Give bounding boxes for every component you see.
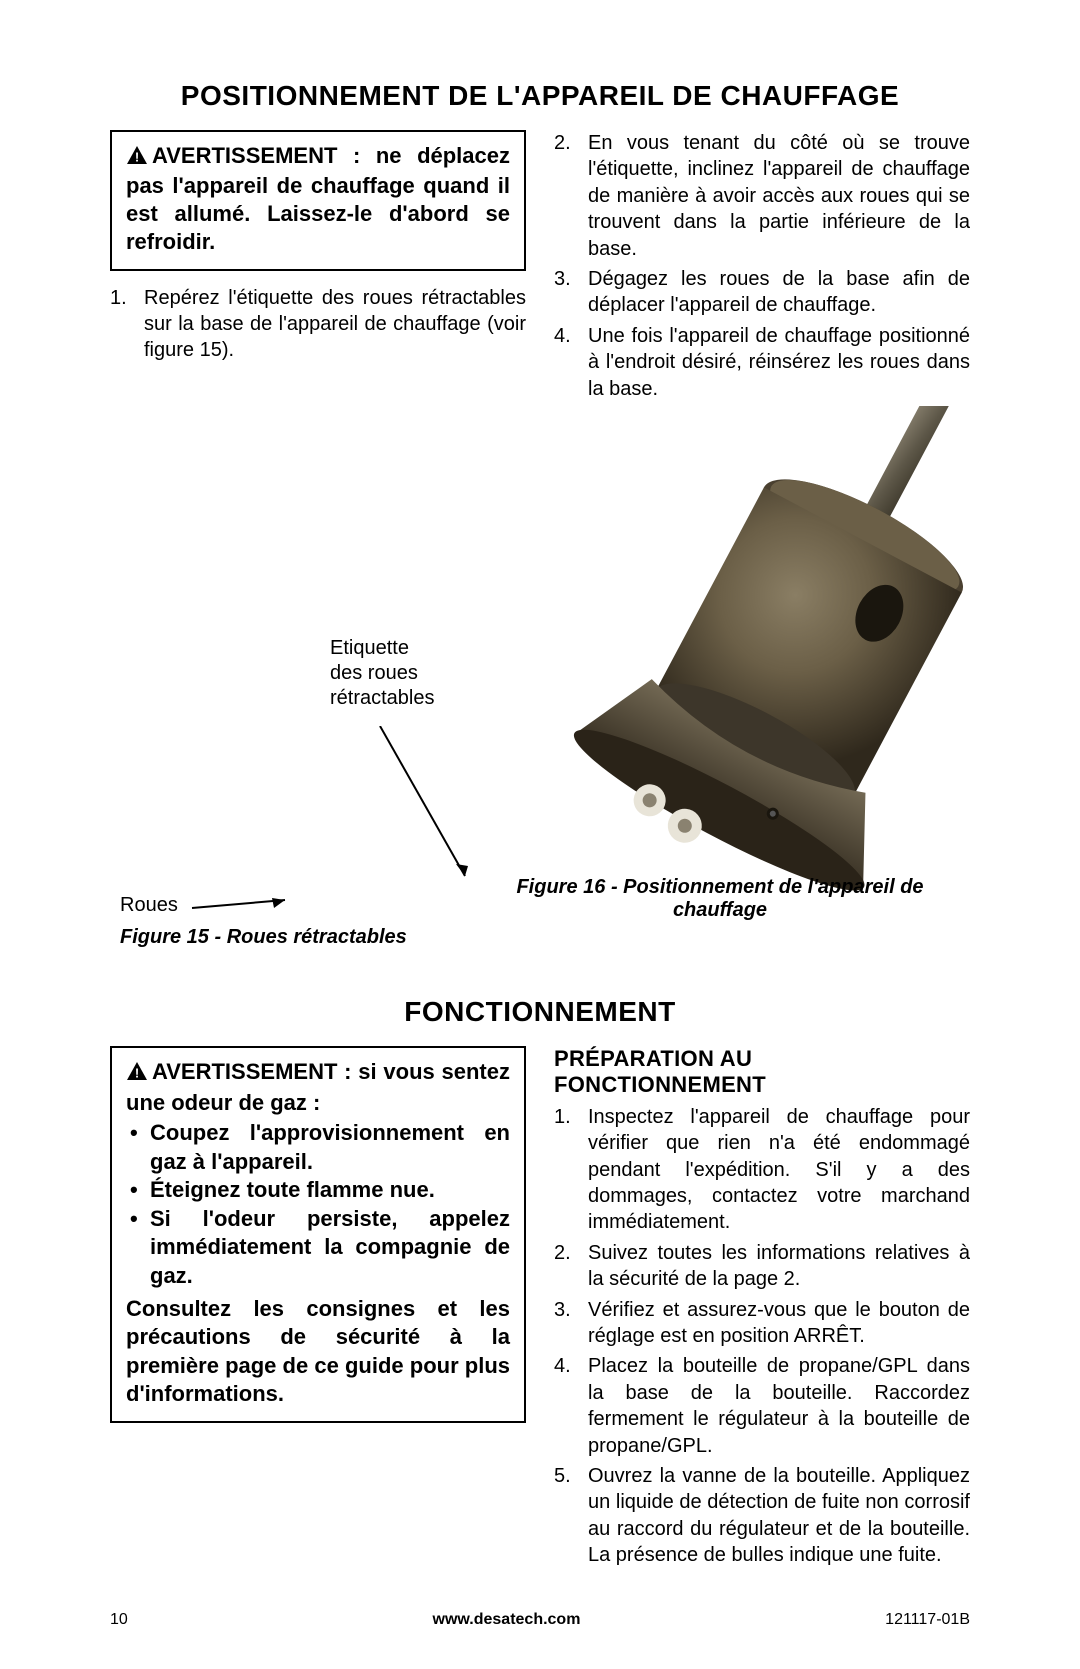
- warning-box-1: ! AVERTISSEMENT : ne déplacez pas l'appa…: [110, 130, 526, 271]
- arrow-roues: [190, 896, 310, 926]
- prep-3: 3.Vérifiez et assurez-vous que le bouton…: [554, 1297, 970, 1350]
- section1-right-col: 2.En vous tenant du côté où se trouve l'…: [554, 130, 970, 406]
- warning-icon: !: [126, 1060, 148, 1089]
- svg-text:!: !: [135, 1065, 139, 1080]
- doc-number: 121117-01B: [885, 1611, 970, 1629]
- label-roues: Roues: [120, 894, 178, 917]
- step-4: 4.Une fois l'appareil de chauffage posit…: [554, 323, 970, 402]
- section1-steps-right: 2.En vous tenant du côté où se trouve l'…: [554, 130, 970, 402]
- step-1: 1.Repérez l'étiquette des roues rétracta…: [110, 285, 526, 364]
- section1-title: POSITIONNEMENT DE L'APPAREIL DE CHAUFFAG…: [110, 80, 970, 112]
- warn-bullet-1: •Coupez l'approvisionnement en gaz à l'a…: [126, 1119, 510, 1176]
- warning2-bullets: •Coupez l'approvisionnement en gaz à l'a…: [126, 1119, 510, 1291]
- step-3: 3.Dégagez les roues de la base afin de d…: [554, 266, 970, 319]
- page-number: 10: [110, 1611, 128, 1629]
- figure15-caption: Figure 15 - Roues rétractables: [120, 926, 407, 949]
- prep-5: 5.Ouvrez la vanne de la bouteille. Appli…: [554, 1463, 970, 1569]
- section2: FONCTIONNEMENT ! AVERTISSEMENT : si vous…: [110, 996, 970, 1573]
- section2-right-col: PRÉPARATION AU FONCTIONNEMENT 1.Inspecte…: [554, 1046, 970, 1573]
- section1-left-col: ! AVERTISSEMENT : ne déplacez pas l'appa…: [110, 130, 526, 406]
- prep-1: 1.Inspectez l'appareil de chauffage pour…: [554, 1104, 970, 1236]
- warning-box-2: ! AVERTISSEMENT : si vous sentez une ode…: [110, 1046, 526, 1423]
- warning-icon: !: [126, 144, 148, 172]
- prep-subhead: PRÉPARATION AU FONCTIONNEMENT: [554, 1046, 970, 1098]
- warning1-text: AVERTISSEMENT : ne déplacez pas l'appare…: [126, 143, 510, 254]
- warn-bullet-3: •Si l'odeur persiste, appelez immédiatem…: [126, 1205, 510, 1291]
- figure16-caption: Figure 16 - Positionnement de l'appareil…: [510, 876, 930, 922]
- section2-columns: ! AVERTISSEMENT : si vous sentez une ode…: [110, 1046, 970, 1573]
- section1-steps-left: 1.Repérez l'étiquette des roues rétracta…: [110, 285, 526, 364]
- section2-left-col: ! AVERTISSEMENT : si vous sentez une ode…: [110, 1046, 526, 1573]
- step-2: 2.En vous tenant du côté où se trouve l'…: [554, 130, 970, 262]
- warning2-head: AVERTISSEMENT : si vous sentez une odeur…: [126, 1059, 510, 1115]
- warning2-foot: Consultez les consignes et les précautio…: [126, 1295, 510, 1409]
- section2-title: FONCTIONNEMENT: [110, 996, 970, 1028]
- prep-steps: 1.Inspectez l'appareil de chauffage pour…: [554, 1104, 970, 1569]
- label-etiquette: Etiquette des roues rétractables: [330, 636, 435, 711]
- figure-area: Etiquette des roues rétractables: [110, 416, 970, 976]
- section1-columns: ! AVERTISSEMENT : ne déplacez pas l'appa…: [110, 130, 970, 406]
- svg-text:!: !: [135, 150, 139, 165]
- prep-4: 4.Placez la bouteille de propane/GPL dan…: [554, 1353, 970, 1459]
- footer-url: www.desatech.com: [433, 1611, 581, 1629]
- prep-2: 2.Suivez toutes les informations relativ…: [554, 1240, 970, 1293]
- warn-bullet-2: •Éteignez toute flamme nue.: [126, 1176, 510, 1205]
- page-footer: 10 www.desatech.com 121117-01B: [110, 1611, 970, 1629]
- heater-figure: [520, 406, 1080, 906]
- arrow-etiquette: [370, 726, 490, 896]
